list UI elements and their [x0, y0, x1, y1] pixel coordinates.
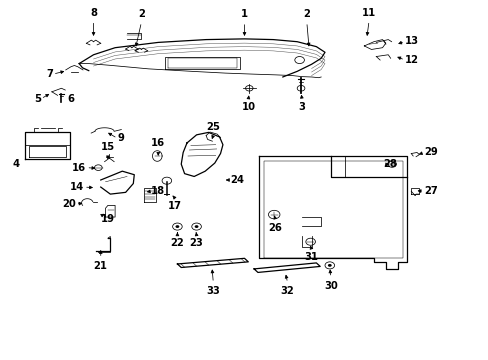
Text: 19: 19	[101, 214, 115, 224]
Circle shape	[327, 264, 331, 267]
Circle shape	[194, 225, 198, 228]
Text: 23: 23	[189, 238, 203, 248]
Text: 30: 30	[323, 280, 337, 291]
Text: 29: 29	[424, 148, 437, 157]
Text: 24: 24	[230, 175, 244, 185]
Text: 7: 7	[46, 69, 53, 79]
Text: 17: 17	[168, 201, 182, 211]
Text: 11: 11	[361, 8, 375, 18]
Text: 5: 5	[34, 94, 41, 104]
Text: 13: 13	[404, 36, 418, 46]
Text: 8: 8	[90, 8, 97, 18]
Text: 21: 21	[94, 261, 107, 271]
Text: 31: 31	[304, 252, 318, 262]
Text: 9: 9	[117, 133, 124, 143]
Text: 20: 20	[62, 199, 76, 209]
Text: 26: 26	[268, 223, 282, 233]
Text: 25: 25	[206, 122, 220, 132]
Text: 2: 2	[303, 9, 309, 19]
Text: 16: 16	[72, 163, 86, 173]
Circle shape	[175, 225, 179, 228]
Text: 16: 16	[151, 138, 165, 148]
Text: 10: 10	[241, 102, 255, 112]
Text: 1: 1	[241, 9, 247, 19]
Text: 18: 18	[151, 186, 165, 196]
Text: 15: 15	[101, 142, 115, 152]
Text: 12: 12	[404, 55, 418, 65]
Text: 28: 28	[383, 159, 397, 169]
Text: 27: 27	[424, 186, 437, 196]
Text: 33: 33	[206, 286, 220, 296]
Text: 6: 6	[67, 94, 74, 104]
Text: 3: 3	[298, 102, 305, 112]
Text: 22: 22	[170, 238, 184, 248]
Text: 2: 2	[138, 9, 144, 19]
Text: 4: 4	[12, 159, 19, 169]
Text: 32: 32	[280, 286, 294, 296]
Text: 14: 14	[70, 182, 84, 192]
